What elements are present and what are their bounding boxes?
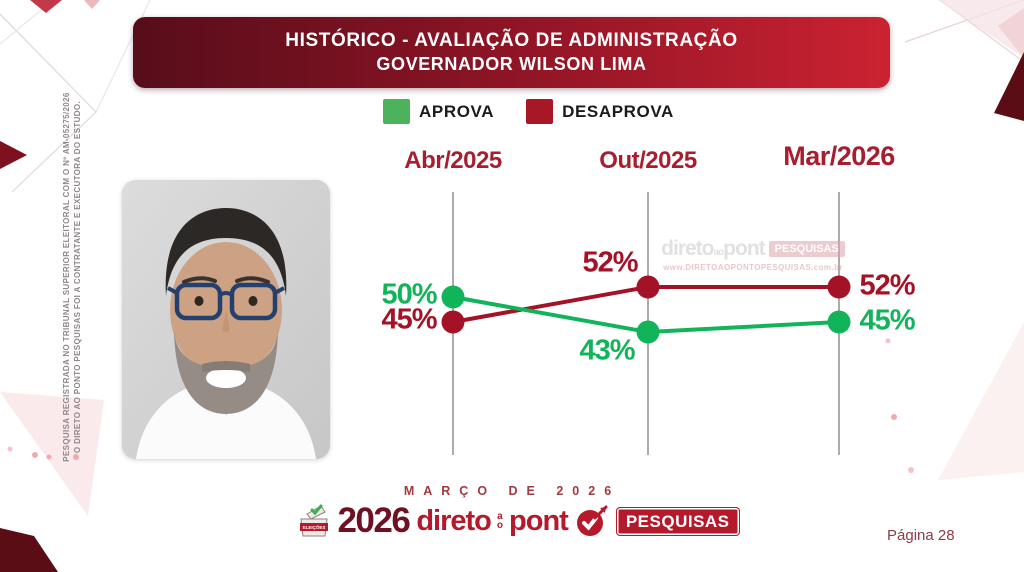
data-point-aprova-Abr/2025 [441,285,465,309]
data-point-desaprova-Mar/2026 [827,275,851,299]
value-label-aprova-Out/2025: 43% [579,334,635,367]
series-line-desaprova [452,285,839,324]
value-label-aprova-Abr/2025: 50% [381,278,437,311]
watermark-badge: PESQUISAS [768,241,845,257]
ballot-box-icon: ELEIÇÕES [300,504,329,537]
desaprova-label: DESAPROVA [562,101,674,121]
governor-photo [122,180,330,459]
page-number: Página 28 [887,527,955,544]
survey-date: MARÇO DE 2026 [403,484,621,498]
value-label-desaprova-Out/2025: 52% [582,246,638,279]
series-line-aprova [452,295,840,335]
data-point-aprova-Mar/2026 [827,310,851,334]
page-subtitle: GOVERNADOR WILSON LIMA [376,54,647,74]
logo-year: 2026 [337,501,410,540]
aprova-swatch [383,99,410,124]
logo-badge-pesquisas: PESQUISAS [615,506,740,536]
logo-word-pont: pont [509,505,569,537]
watermark: diretoaopont PESQUISAS www.DIRETOAOPONTO… [648,237,858,272]
red-triangle-top [30,0,62,13]
registration-note-line2: O DIRETO AO PONTO PESQUISAS FOI A CONTRA… [73,100,82,454]
data-point-desaprova-Abr/2025 [441,310,465,334]
value-label-desaprova-Abr/2025: 45% [381,303,437,336]
svg-text:ELEIÇÕES: ELEIÇÕES [303,524,326,530]
right-edge-triangle [994,52,1024,121]
check-circle-icon [576,505,608,536]
watermark-brand: diretoaopont [661,237,766,260]
left-edge-triangle [0,141,27,169]
aprova-label: APROVA [419,101,495,121]
legend-item-aprova: APROVA [383,99,494,124]
logo-word-direto: direto [416,505,492,537]
desaprova-swatch [526,99,554,124]
title-banner: HISTÓRICO - AVALIAÇÃO DE ADMINISTRAÇÃO G… [133,17,890,88]
bottom-right-pink-triangle [938,322,1024,480]
category-label-Abr/2025: Abr/2025 [404,147,502,174]
chart-legend: APROVA DESAPROVA [383,99,674,124]
portrait-illustration [122,180,330,459]
value-label-aprova-Mar/2026: 45% [859,304,915,337]
data-point-desaprova-Out/2025 [636,275,660,299]
value-label-desaprova-Mar/2026: 52% [859,269,915,302]
data-point-aprova-Out/2025 [636,320,660,344]
watermark-url: www.DIRETOAOPONTOPESQUISAS.com.br [663,263,843,272]
category-label-Mar/2026: Mar/2026 [783,141,895,171]
legend-item-desaprova: DESAPROVA [526,99,674,124]
category-label-Out/2025: Out/2025 [599,147,697,174]
registration-note-line1: PESQUISA REGISTRADA NO TRIBUNAL SUPERIOR… [62,92,71,462]
registration-note: PESQUISA REGISTRADA NO TRIBUNAL SUPERIOR… [61,67,83,487]
page-title: HISTÓRICO - AVALIAÇÃO DE ADMINISTRAÇÃO [285,30,738,51]
